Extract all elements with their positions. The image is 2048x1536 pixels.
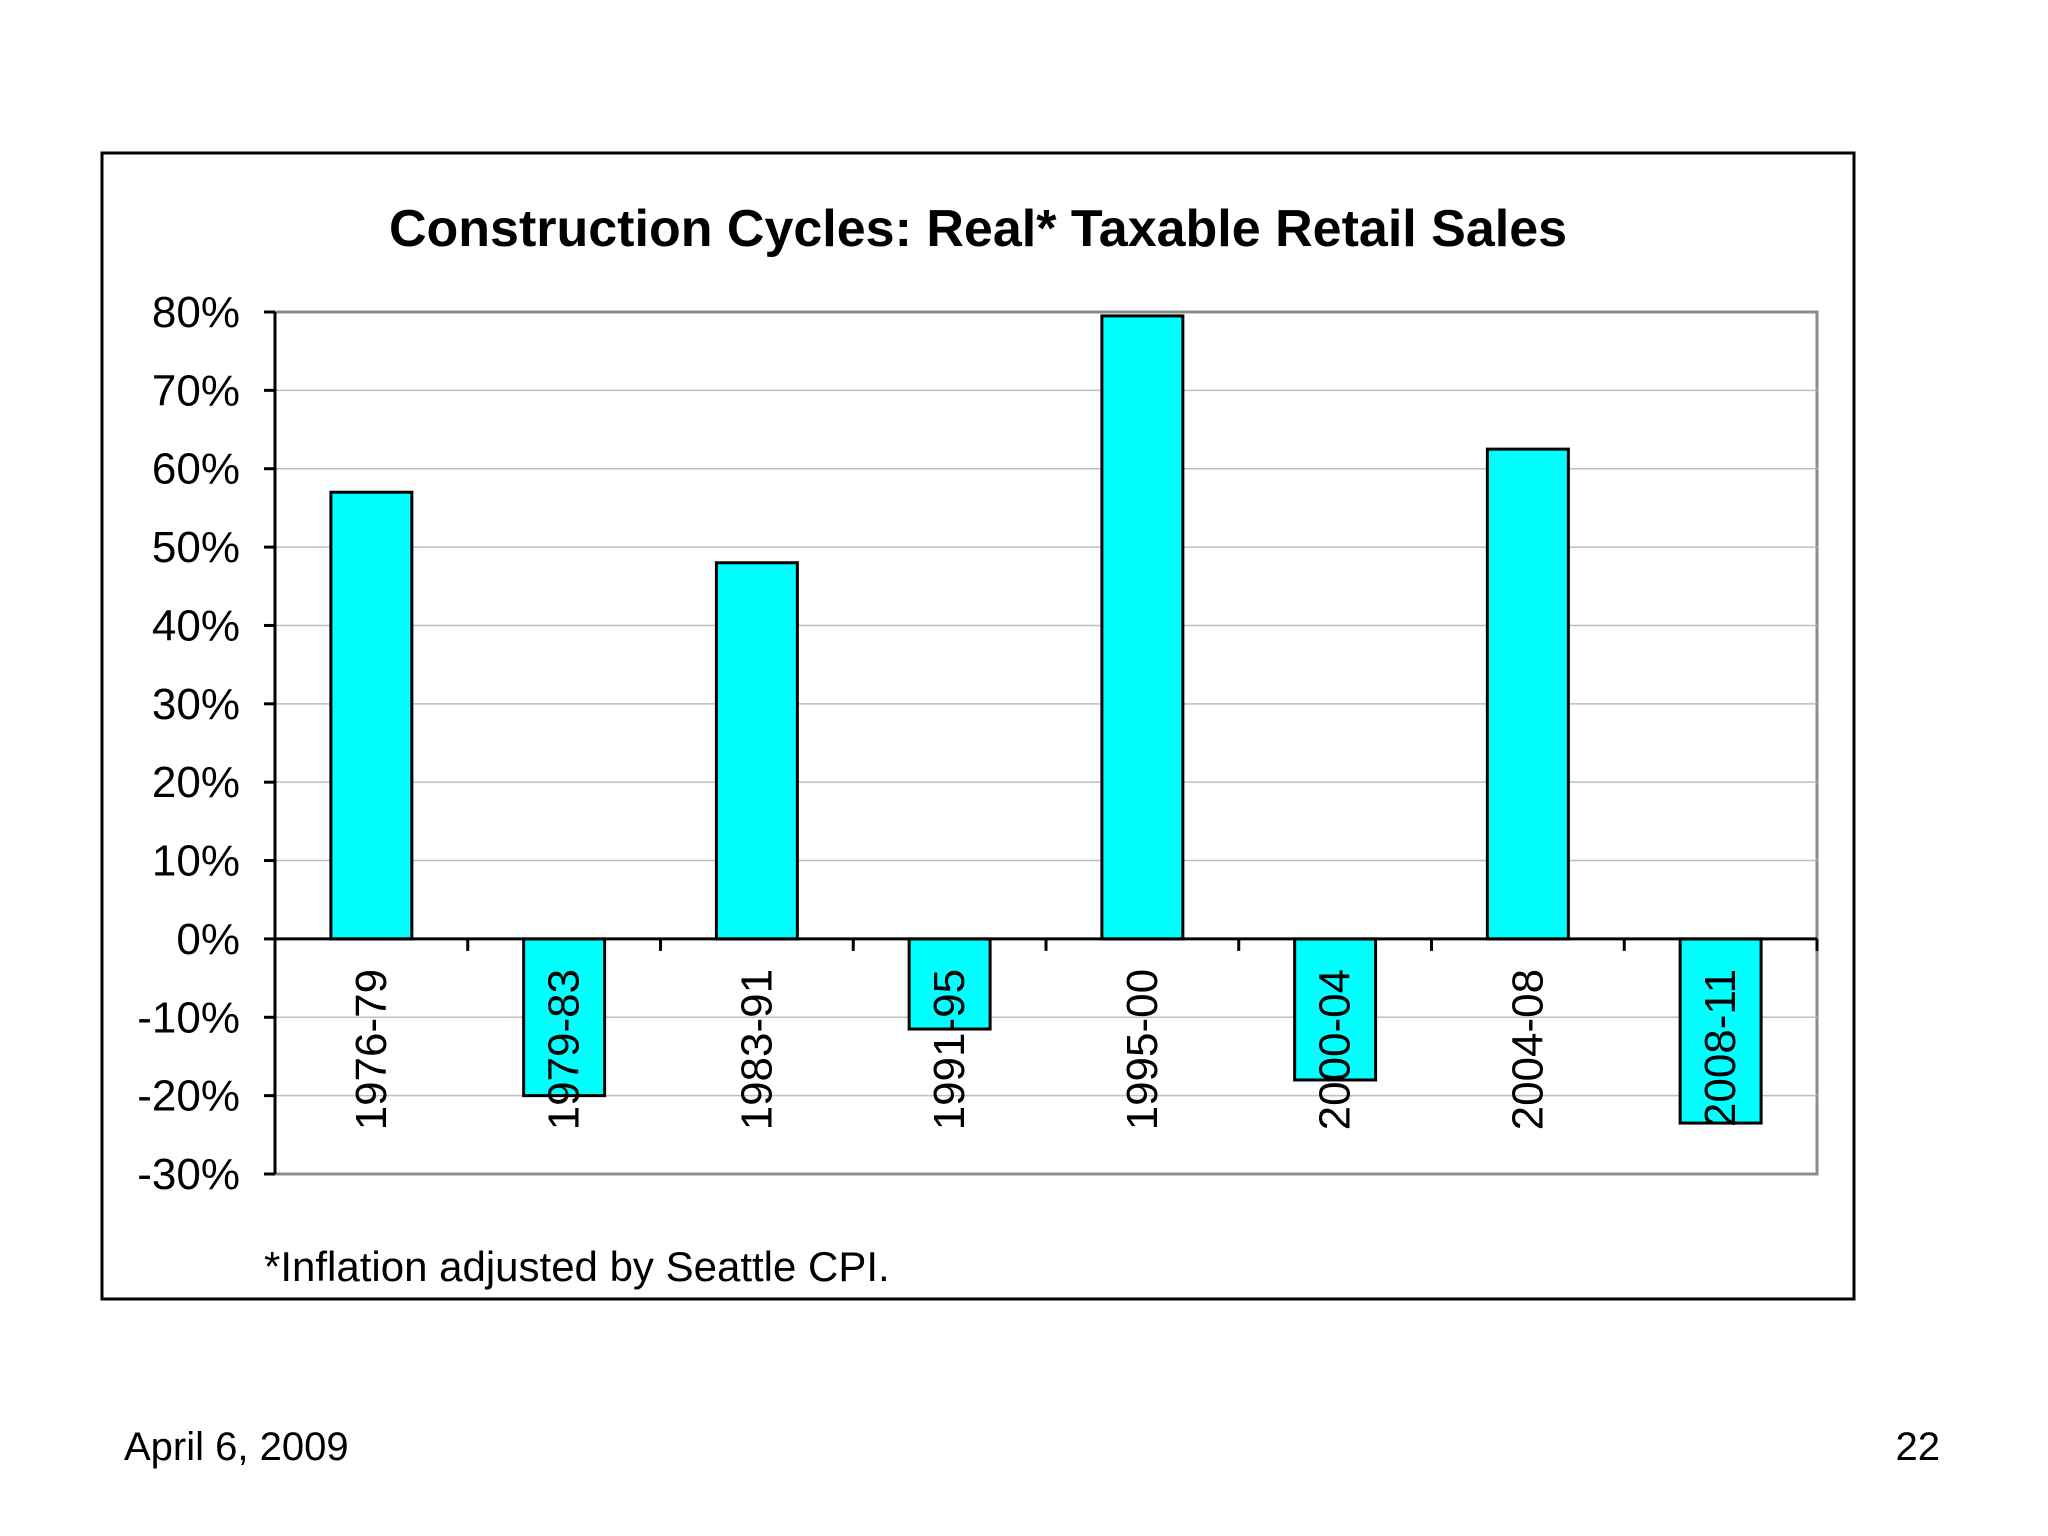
y-tick-label: 40% [152, 601, 240, 650]
y-tick-labels: 80% 70% 60% 50% 40% 30% 20% 10% 0% -10% -20% -30% [137, 288, 240, 1199]
axes [264, 310, 1819, 1176]
bar-1991-95 [907, 937, 992, 1031]
y-tick-label: 0% [176, 915, 240, 964]
slide-date: April 6, 2009 [124, 1425, 349, 1469]
bar-2008-11 [1678, 937, 1763, 1125]
x-tick-label: 1976-79 [347, 969, 396, 1130]
x-tick-label: 1995-00 [1118, 969, 1167, 1130]
x-tick-label: 2008-11 [1696, 969, 1745, 1127]
slide-page-number: 22 [1895, 1425, 1941, 1469]
bar-1983-91 [714, 561, 799, 941]
y-tick-label: 30% [152, 680, 240, 729]
bar-1995-00 [1100, 314, 1185, 941]
chart-title: Construction Cycles: Real* Taxable Retai… [389, 200, 1567, 258]
x-tick-label: 1983-91 [732, 969, 781, 1130]
chart-footnote: *Inflation adjusted by Seattle CPI. [264, 1243, 890, 1290]
bar-1976-79 [329, 490, 414, 941]
x-tick-label: 2000-04 [1311, 969, 1360, 1130]
y-tick-label: -20% [137, 1072, 240, 1121]
y-tick-label: 50% [152, 523, 240, 572]
y-tick-label: 20% [152, 758, 240, 807]
y-tick-label: 80% [152, 288, 240, 337]
y-tick-label: -30% [137, 1150, 240, 1199]
x-tick-label: 2004-08 [1503, 969, 1552, 1130]
y-tick-label: -10% [137, 993, 240, 1042]
y-tick-label: 10% [152, 837, 240, 886]
x-tick-label: 1979-83 [540, 969, 589, 1130]
x-tick-labels: 1976-79 1979-83 1983-91 1991-95 1995-00 2000-… [347, 969, 1745, 1130]
bar-2004-08 [1485, 447, 1570, 941]
bar-2000-04 [1293, 937, 1378, 1082]
y-tick-label: 70% [152, 366, 240, 415]
x-tick-label: 1991-95 [925, 969, 974, 1130]
y-tick-label: 60% [152, 445, 240, 494]
